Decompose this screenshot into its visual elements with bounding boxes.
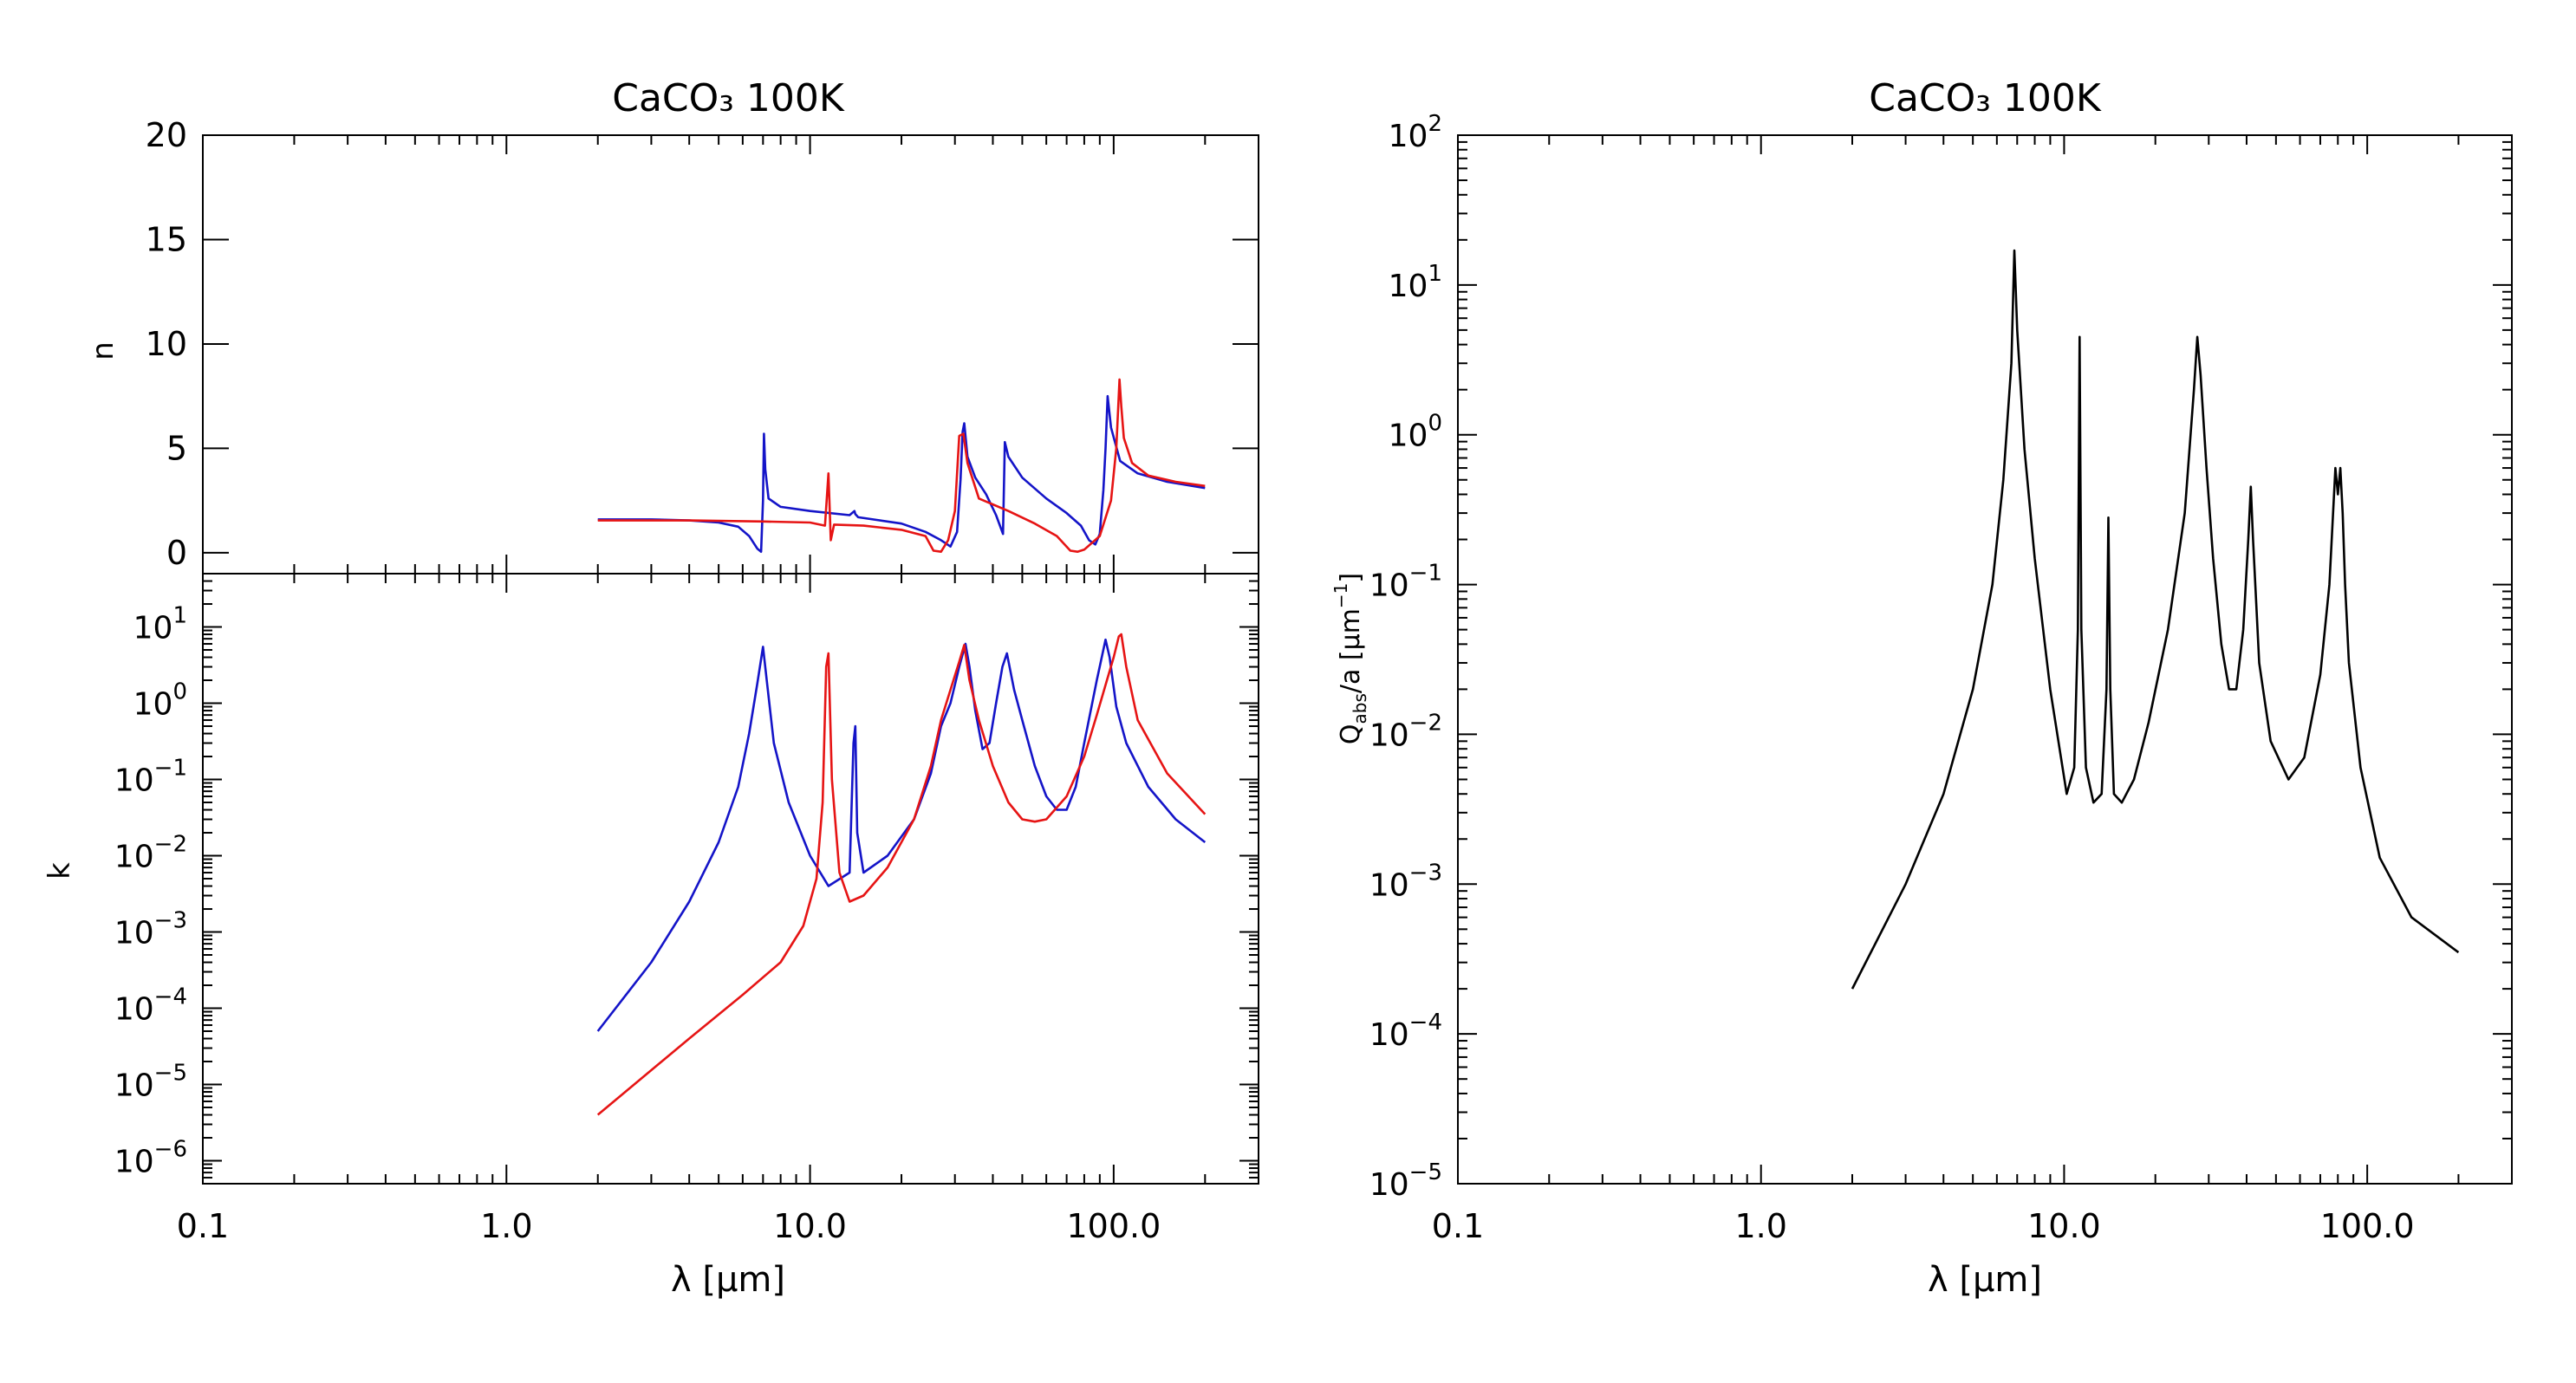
y-tick-label-k: 10−2	[114, 832, 187, 875]
x-tick-label-qabs: 1.0	[1734, 1207, 1786, 1245]
series-line-n-1	[597, 378, 1206, 554]
panel-qabs: CaCO₃ 100K Qabs/a [μm−1] λ [μm] 0.1 1.0 10…	[1330, 76, 2513, 1300]
series-line-k-0	[596, 638, 1207, 1032]
y-tick-label-qabs: 10−5	[1369, 1159, 1442, 1203]
x-tick-label-qabs: 0.1	[1432, 1207, 1484, 1245]
x-tick-label-k: 100.0	[1066, 1207, 1161, 1245]
y-tick-label-qabs: 10−1	[1369, 561, 1442, 604]
y-tick-label-qabs: 10−2	[1369, 710, 1442, 753]
panel-n: CaCO₃ 100K n 0 5 10 15 20	[86, 76, 1259, 575]
x-tick-label-qabs: 10.0	[2027, 1207, 2101, 1245]
series-line-n-0	[597, 394, 1206, 554]
y-tick-label-k: 10−6	[114, 1137, 187, 1180]
y-tick-label-qabs: 102	[1389, 111, 1442, 154]
y-tick-label-qabs: 10−4	[1369, 1010, 1442, 1053]
y-axis-label-qabs: Qabs/a [μm−1]	[1330, 573, 1370, 744]
y-tick-label-qabs: 101	[1389, 261, 1442, 304]
y-tick-label-qabs: 10−3	[1369, 860, 1442, 903]
plot-frame-qabs	[1457, 134, 2513, 1185]
y-tick-label-k: 10−5	[114, 1061, 187, 1104]
chart-title-left: CaCO₃ 100K	[612, 76, 845, 120]
x-tick-label-k: 1.0	[480, 1207, 532, 1245]
y-tick-label-n: 20	[146, 116, 187, 154]
series-line-qabs-0	[1851, 249, 2460, 990]
y-tick-label-k: 10−1	[114, 756, 187, 799]
chart-title-right: CaCO₃ 100K	[1869, 76, 2102, 120]
x-axis-label-left: λ [μm]	[671, 1260, 785, 1300]
y-tick-label-k: 10−3	[114, 908, 187, 951]
series-line-k-1	[596, 633, 1207, 1116]
y-axis-label-k: k	[42, 862, 77, 880]
y-axis-label-n: n	[86, 341, 120, 360]
y-tick-label-qabs: 100	[1389, 411, 1442, 454]
plot-frame-n	[202, 134, 1259, 575]
x-tick-label-k: 10.0	[773, 1207, 847, 1245]
y-tick-label-n: 5	[166, 429, 187, 467]
y-tick-label-k: 100	[133, 679, 187, 723]
x-axis-label-right: λ [μm]	[1928, 1260, 2042, 1300]
x-tick-label-qabs: 100.0	[2320, 1207, 2415, 1245]
y-tick-label-n: 15	[146, 220, 187, 258]
panel-k: k λ [μm] 0.1 1.0 10.0 100.0 10−6 10−5 10−4 10−3…	[42, 573, 1259, 1300]
plot-frame-k	[202, 573, 1259, 1185]
y-tick-label-n: 10	[146, 325, 187, 363]
y-tick-label-k: 10−4	[114, 984, 187, 1028]
y-tick-label-k: 101	[133, 603, 187, 646]
x-tick-label-k: 0.1	[177, 1207, 229, 1245]
y-tick-label-n: 0	[166, 534, 187, 572]
